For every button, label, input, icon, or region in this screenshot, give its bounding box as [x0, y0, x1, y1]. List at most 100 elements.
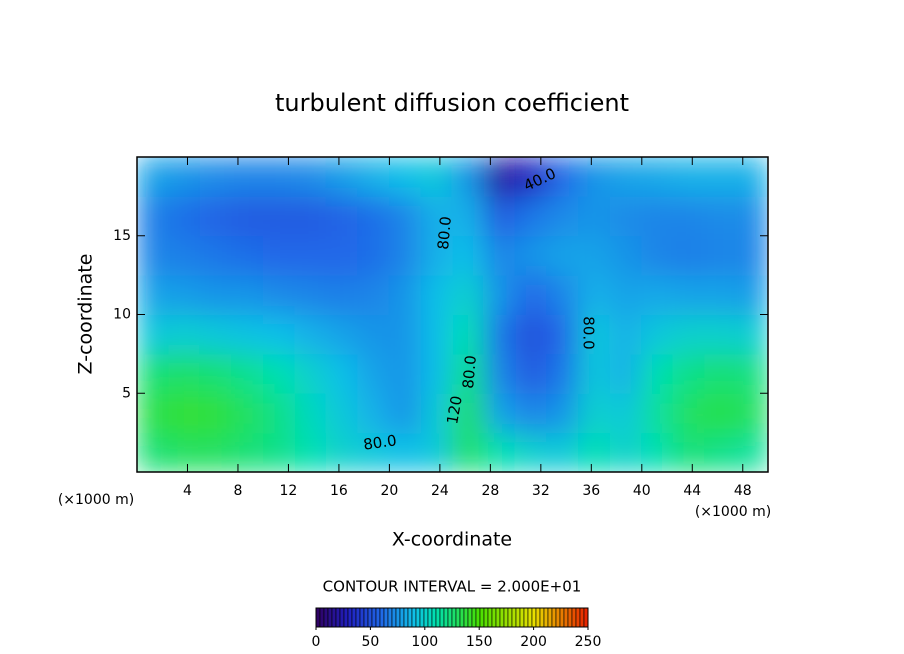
colorbar-segment — [475, 607, 481, 628]
colorbar-segment — [455, 607, 461, 628]
cell — [199, 392, 233, 434]
cell — [199, 157, 233, 197]
cell — [357, 274, 390, 315]
colorbar-segment — [491, 607, 497, 628]
cell — [704, 432, 737, 472]
cell — [578, 157, 611, 197]
cell — [262, 392, 296, 434]
cell — [420, 195, 453, 237]
cell — [546, 392, 580, 434]
colorbar-segment — [383, 607, 389, 628]
cell — [704, 235, 737, 276]
colorbar-segment — [415, 607, 421, 628]
cell — [325, 157, 359, 197]
cell — [168, 274, 201, 315]
cell — [483, 157, 517, 197]
colorbar-segment — [387, 607, 393, 628]
cell — [704, 274, 737, 315]
colorbar-segment — [439, 607, 445, 628]
cell — [388, 432, 422, 472]
cell — [168, 195, 201, 237]
cell — [515, 392, 548, 434]
colorbar-segment — [395, 607, 401, 628]
colorbar-segment — [579, 607, 585, 628]
colorbar-segment — [575, 607, 581, 628]
cell — [515, 157, 548, 197]
cell — [641, 235, 674, 276]
cell — [641, 392, 674, 434]
cell — [452, 195, 485, 237]
cell — [388, 157, 422, 197]
cell — [609, 314, 643, 355]
colorbar-segment — [351, 607, 357, 628]
colorbar-segment — [391, 607, 397, 628]
cell — [231, 195, 264, 237]
contour-label: 120 — [443, 394, 466, 425]
cell — [515, 274, 548, 315]
colorbar-segment — [567, 607, 573, 628]
colorbar-segment — [319, 607, 325, 628]
cell — [294, 392, 327, 434]
colorbar-tick-label: 0 — [312, 634, 321, 650]
cell — [609, 235, 643, 276]
colorbar-segment — [499, 607, 505, 628]
cell — [388, 314, 422, 355]
cell — [735, 392, 768, 434]
cell — [704, 157, 737, 197]
cell — [388, 274, 422, 315]
cell — [420, 157, 453, 197]
cell — [641, 314, 674, 355]
cell — [483, 314, 517, 355]
colorbar-segment — [515, 607, 521, 628]
colorbar-segment — [423, 607, 429, 628]
cell — [294, 353, 327, 394]
cell — [452, 432, 485, 472]
cell — [137, 157, 170, 197]
cell — [641, 157, 674, 197]
cell — [483, 235, 517, 276]
cell — [199, 235, 233, 276]
x-tick-label: 4 — [183, 483, 192, 499]
cell — [546, 195, 580, 237]
colorbar-segment — [547, 607, 553, 628]
cell — [704, 314, 737, 355]
colorbar-segment — [535, 607, 541, 628]
cell — [168, 353, 201, 394]
cell — [262, 353, 296, 394]
cell — [231, 432, 264, 472]
cell — [231, 274, 264, 315]
y-tick-label: 5 — [122, 385, 131, 401]
cell — [515, 235, 548, 276]
cell — [578, 392, 611, 434]
colorbar-segment — [539, 607, 545, 628]
cell — [704, 392, 737, 434]
overlay: 4 8 12 16 20 24 28 32 36 40 44 485101580.040.080.08… — [113, 156, 769, 650]
colorbar-segment — [419, 607, 425, 628]
cell — [578, 353, 611, 394]
colorbar-segment — [459, 607, 465, 628]
y-unit: (×1000 m) — [58, 492, 134, 508]
colorbar-segment — [379, 607, 385, 628]
cell — [546, 353, 580, 394]
colorbar-tick-label: 50 — [361, 634, 379, 650]
colorbar-frame — [315, 607, 589, 628]
cell — [452, 274, 485, 315]
colorbar-segment — [407, 607, 413, 628]
cell — [357, 392, 390, 434]
colorbar-segment — [479, 607, 485, 628]
cell — [515, 314, 548, 355]
cell — [168, 392, 201, 434]
cell — [325, 353, 359, 394]
cell — [231, 235, 264, 276]
contour-label: 80.0 — [434, 216, 455, 251]
cell — [262, 157, 296, 197]
colorbar-segment — [327, 607, 333, 628]
cell — [483, 432, 517, 472]
cell — [325, 274, 359, 315]
cell — [578, 235, 611, 276]
cell — [294, 432, 327, 472]
contour-interval: CONTOUR INTERVAL = 2.000E+01 — [323, 578, 582, 596]
colorbar-segment — [451, 607, 457, 628]
cell — [735, 353, 768, 394]
cell — [262, 274, 296, 315]
